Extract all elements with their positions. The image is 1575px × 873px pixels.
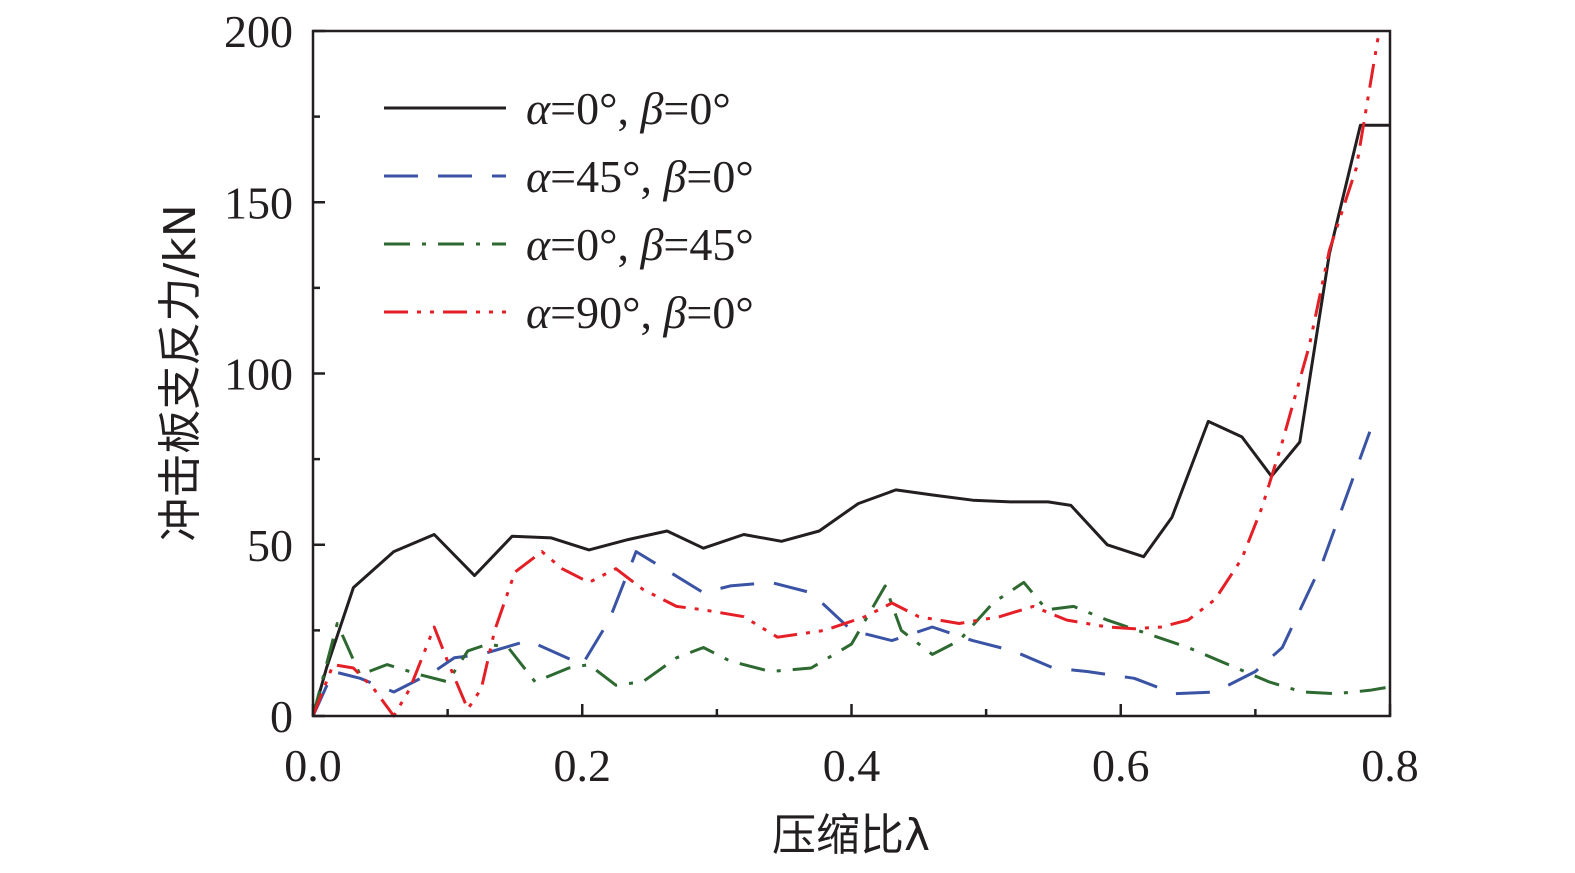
legend-label-part: =45°,: [550, 151, 663, 202]
series-line-3: [311, 580, 1391, 717]
legend-label-part: α: [526, 83, 551, 134]
x-tick-label: 0.0: [284, 740, 342, 791]
legend: α=0°, β=0°α=45°, β=0°α=0°, β=45°α=90°, β…: [384, 83, 754, 338]
y-axis-title: 冲击板支反力/kN: [155, 204, 206, 541]
legend-label-part: =0°: [686, 287, 753, 338]
legend-label-part: α: [526, 287, 551, 338]
legend-label-part: β: [640, 219, 664, 270]
series-line-1: [311, 123, 1390, 717]
legend-label-1: α=0°, β=0°: [526, 83, 731, 134]
legend-label-part: =45°: [663, 219, 753, 270]
series-layer: [311, 30, 1391, 718]
series-line-2: [311, 431, 1372, 717]
y-tick-label: 150: [224, 177, 293, 228]
plot-frame: [311, 29, 1392, 718]
legend-label-part: β: [640, 83, 664, 134]
legend-label-part: α: [526, 219, 551, 270]
legend-label-part: =90°,: [550, 287, 663, 338]
tick-layer: 0.0 0.2 0.4 0.6 0.8 0 50 100 150 200: [224, 6, 1419, 791]
x-axis-title: 压缩比λ: [772, 810, 930, 861]
series-line-4: [311, 30, 1381, 718]
y-tick-label: 0: [270, 691, 293, 742]
legend-label-part: =0°: [663, 83, 730, 134]
y-tick-label: 200: [224, 6, 293, 57]
legend-label-part: β: [663, 151, 687, 202]
x-tick-label: 0.4: [823, 740, 881, 791]
legend-label-part: =0°,: [550, 219, 640, 270]
legend-label-part: =0°,: [550, 83, 640, 134]
x-tick-label: 0.6: [1092, 740, 1150, 791]
y-tick-label: 100: [224, 349, 293, 400]
legend-label-part: α: [526, 151, 551, 202]
x-tick-label: 0.2: [554, 740, 612, 791]
legend-label-part: =0°: [686, 151, 753, 202]
legend-label-2: α=45°, β=0°: [526, 151, 754, 202]
legend-label-part: β: [663, 287, 687, 338]
legend-label-4: α=90°, β=0°: [526, 287, 754, 338]
y-tick-label: 50: [247, 520, 293, 571]
x-tick-label: 0.8: [1361, 740, 1419, 791]
legend-label-3: α=0°, β=45°: [526, 219, 754, 270]
